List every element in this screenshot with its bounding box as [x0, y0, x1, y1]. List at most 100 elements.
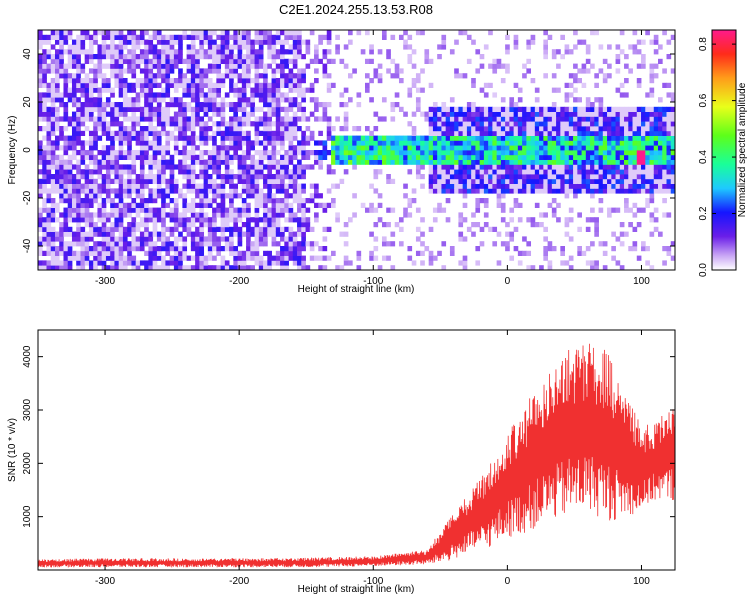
spectrogram-xlabel: Height of straight line (km)	[298, 284, 415, 295]
spectrogram-cell	[483, 106, 489, 112]
spectrogram-cell	[207, 78, 213, 84]
spectrogram-cell	[71, 82, 77, 88]
spectrogram-cell	[513, 116, 519, 122]
spectrogram-cell	[560, 111, 565, 117]
spectrogram-cell	[263, 126, 268, 132]
spectrogram-cell	[288, 231, 294, 237]
spectrogram-cell	[237, 159, 243, 165]
spectrogram-cell	[445, 106, 451, 112]
spectrogram-cell	[615, 145, 621, 151]
spectrogram-cell	[288, 169, 294, 175]
spectrogram-cell	[619, 174, 625, 180]
spectrogram-cell	[161, 54, 166, 60]
spectrogram-cell	[38, 193, 43, 199]
spectrogram-cell	[101, 246, 107, 252]
spectrogram-cell	[551, 169, 557, 175]
spectrogram-cell	[101, 30, 107, 36]
spectrogram-cell	[386, 241, 391, 247]
spectrogram-cell	[71, 241, 77, 247]
spectrogram-cell	[105, 126, 111, 132]
spectrogram-cell	[568, 130, 574, 136]
spectrogram-cell	[645, 198, 650, 204]
spectrogram-cell	[169, 246, 175, 252]
spectrogram-cell	[169, 78, 175, 84]
spectrogram-cell	[280, 78, 285, 84]
spectrogram-cell	[156, 265, 162, 270]
spectrogram-cell	[190, 241, 196, 247]
spectrogram-cell	[135, 130, 141, 136]
spectrogram-cell	[156, 178, 162, 184]
spectrogram-cell	[636, 174, 642, 180]
spectrogram-cell	[598, 164, 604, 170]
spectrogram-cell	[564, 150, 570, 156]
spectrogram-cell	[509, 150, 515, 156]
spectrogram-cell	[441, 106, 447, 112]
spectrogram-cell	[517, 202, 523, 208]
spectrogram-cell	[356, 154, 362, 160]
spectrogram-cell	[352, 159, 357, 165]
spectrogram-cell	[581, 126, 587, 132]
spectrogram-cell	[445, 145, 451, 151]
spectrogram-cell	[509, 116, 515, 122]
spectrogram-cell	[420, 241, 425, 247]
spectrogram-cell	[127, 250, 132, 256]
spectrogram-cell	[458, 159, 464, 165]
spectrogram-cell	[114, 178, 120, 184]
spectrogram-cell	[169, 34, 175, 40]
spectrogram-cell	[207, 183, 213, 189]
spectrogram-cell	[229, 87, 234, 93]
spectrogram-cell	[615, 106, 621, 112]
spectrogram-cell	[322, 68, 328, 74]
spectrogram-cell	[203, 121, 209, 127]
spectrogram-cell	[80, 63, 86, 69]
spectrogram-cell	[114, 154, 120, 160]
spectrogram-cell	[203, 222, 209, 228]
spectrogram-cell	[122, 154, 128, 160]
spectrogram-cell	[547, 178, 553, 184]
spectrogram-cell	[526, 58, 532, 64]
spectrogram-cell	[573, 63, 578, 69]
spectrogram-cell	[645, 202, 650, 208]
spectrogram-cell	[203, 198, 209, 204]
spectrogram-cell	[135, 226, 141, 232]
spectrogram-cell	[63, 111, 69, 117]
spectrogram-cell	[152, 198, 158, 204]
spectrogram-cell	[182, 126, 188, 132]
spectrogram-cell	[590, 241, 595, 247]
spectrogram-cell	[63, 246, 69, 252]
spectrogram-cell	[38, 39, 43, 45]
spectrogram-cell	[258, 255, 264, 261]
spectrogram-cell	[203, 217, 209, 223]
spectrogram-cell	[88, 154, 94, 160]
spectrogram-cell	[127, 260, 132, 266]
spectrogram-cell	[297, 68, 302, 74]
spectrogram-cell	[471, 178, 476, 184]
spectrogram-cell	[105, 241, 111, 247]
spectrogram-cell	[114, 202, 120, 208]
spectrogram-cell	[288, 212, 294, 218]
spectrogram-cell	[488, 174, 493, 180]
spectrogram-cell	[212, 193, 217, 199]
spectrogram-cell	[297, 140, 302, 146]
spectrogram-cell	[398, 34, 404, 40]
spectrogram-cell	[88, 130, 94, 136]
spectrogram-cell	[641, 164, 646, 170]
spectrogram-cell	[641, 140, 646, 146]
spectrogram-cell	[551, 207, 557, 213]
spectrogram-cell	[118, 44, 124, 50]
spectrogram-cell	[560, 154, 565, 160]
spectrogram-cell	[280, 54, 285, 60]
spectrogram-cell	[165, 135, 171, 141]
spectrogram-cell	[420, 68, 425, 74]
spectrogram-cell	[373, 174, 379, 180]
spectrogram-cell	[445, 178, 451, 184]
spectrogram-cell	[144, 241, 149, 247]
spectrogram-cell	[250, 106, 255, 112]
spectrogram-cell	[407, 169, 413, 175]
spectrogram-cell	[471, 126, 476, 132]
spectrogram-cell	[54, 164, 60, 170]
spectrogram-cell	[97, 126, 103, 132]
spectrogram-cell	[190, 121, 196, 127]
spectrogram-cell	[67, 265, 73, 270]
spectrogram-cell	[135, 63, 141, 69]
